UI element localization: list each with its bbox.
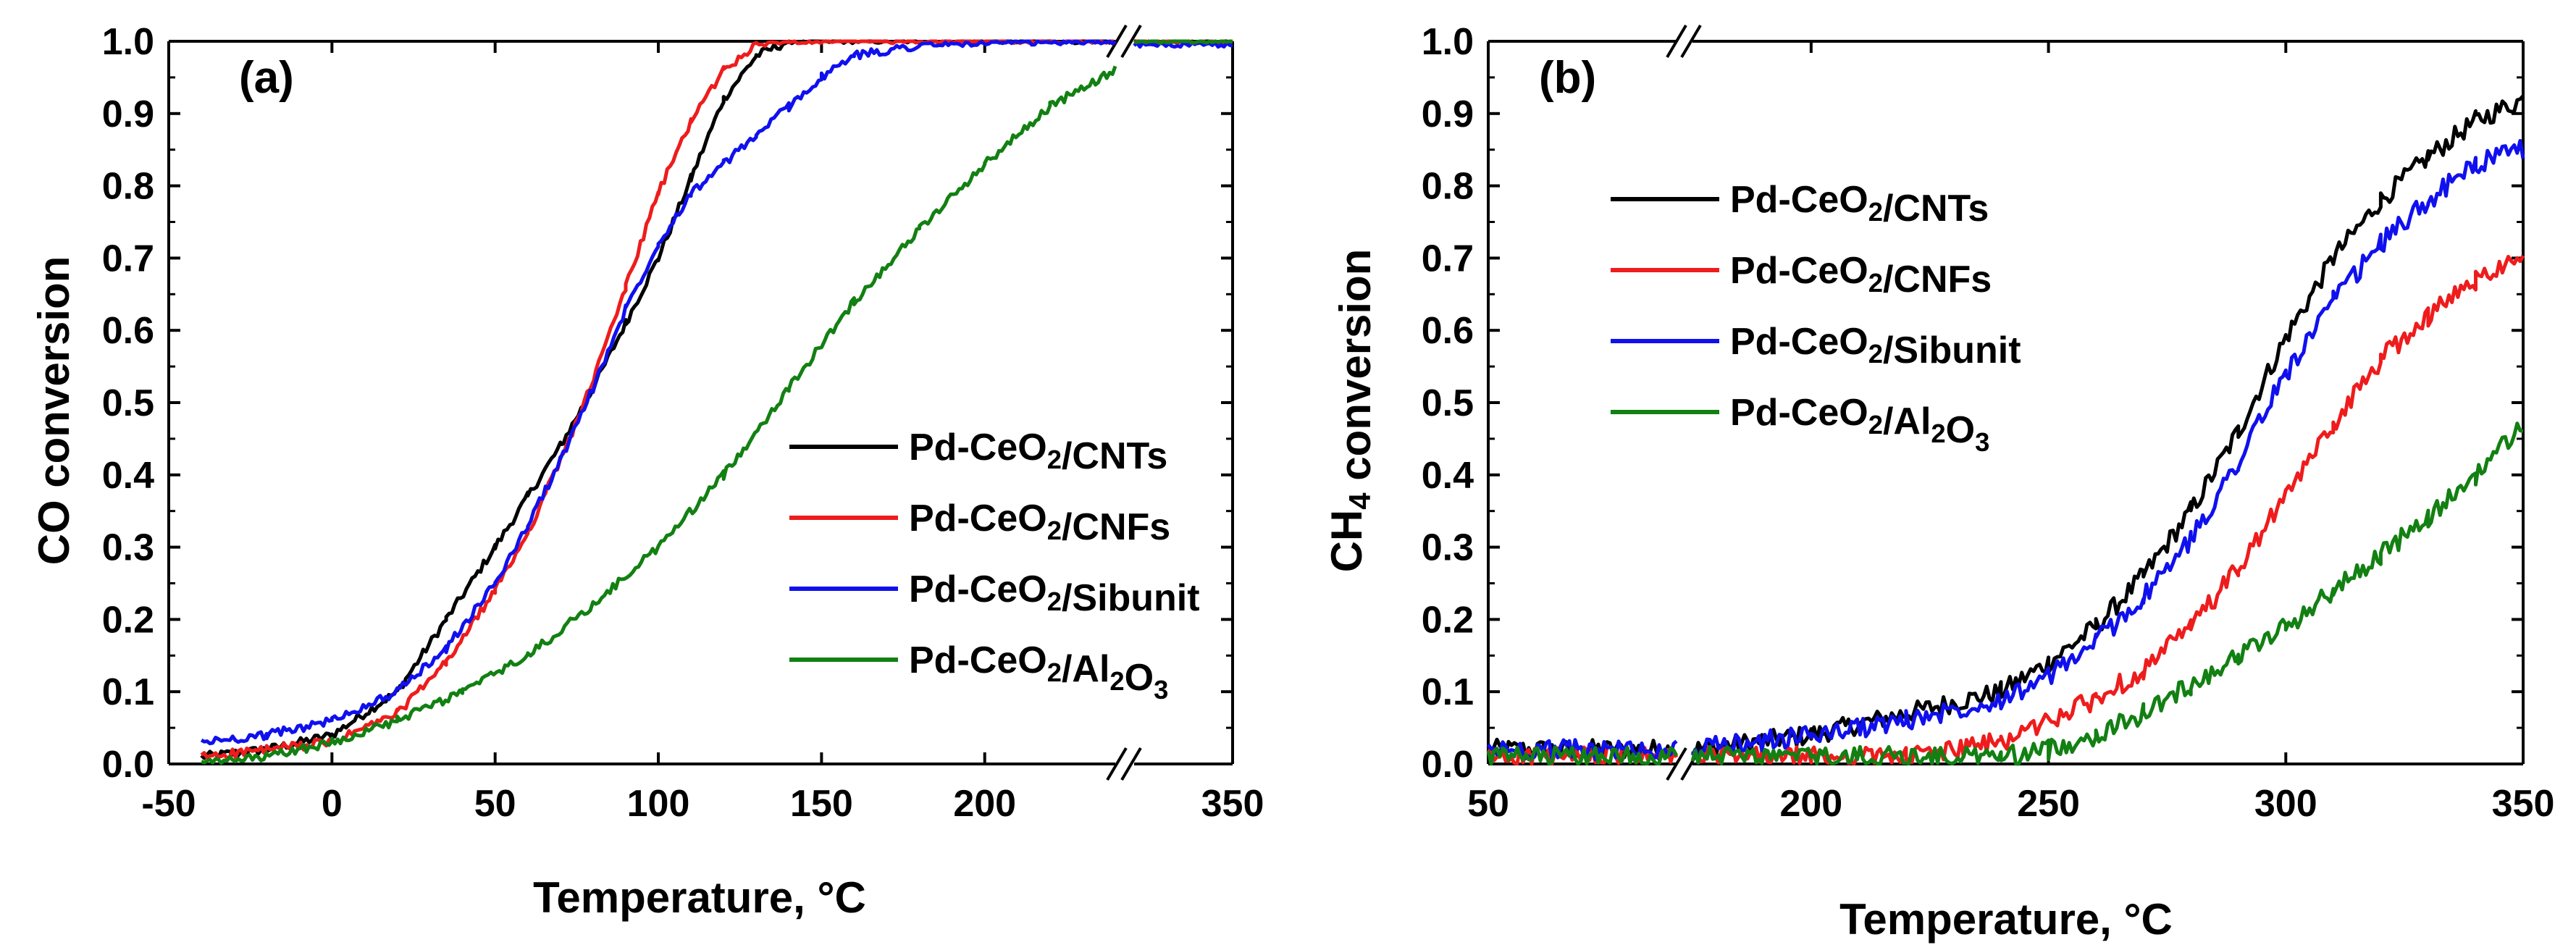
axis-break-mark <box>1680 24 1702 59</box>
panel-a-y-axis-label: CO conversion <box>30 256 78 566</box>
x-tick-label: -50 <box>141 783 196 825</box>
y-tick-label: 1.0 <box>102 21 154 63</box>
panel-b: (b) 0.0 0.1 0.2 0.3 0.4 0.5 0.6 0.7 0.8 0.9 1.0 50 2… <box>1322 21 2554 944</box>
legend-label: Pd-CeO2/Al2O3 <box>1730 392 1989 457</box>
legend-label: Pd-CeO2/Sibunit <box>909 568 1200 619</box>
y-tick-label: 0.8 <box>1422 166 1474 208</box>
y-tick-label: 0.7 <box>1422 238 1474 280</box>
y-tick-label: 0.5 <box>1422 382 1474 424</box>
legend-label: Pd-CeO2/Al2O3 <box>909 639 1168 705</box>
legend-label: Pd-CeO2/CNFs <box>1730 250 1992 301</box>
x-tick-label: 50 <box>474 783 516 825</box>
series-line <box>1486 421 2524 766</box>
panel-b-y-axis-label: CH4 conversion <box>1322 249 1380 573</box>
panel-a-x-axis-label: Temperature, °C <box>533 873 866 922</box>
axis-break-mark <box>1666 747 1687 781</box>
x-tick-label: 200 <box>953 783 1016 825</box>
x-tick-label: 50 <box>1467 783 1509 825</box>
y-tick-label: 0.0 <box>1422 744 1474 786</box>
x-tick-label: 350 <box>1201 783 1264 825</box>
panel-a-legend: Pd-CeO2/CNTs Pd-CeO2/CNFs Pd-CeO2/Sibunit P… <box>789 427 1200 705</box>
x-tick-label: 250 <box>2017 783 2080 825</box>
series-line <box>1486 138 2525 762</box>
y-tick-label: 0.7 <box>102 238 154 280</box>
panel-a-series <box>200 39 1233 765</box>
legend-label: Pd-CeO2/CNTs <box>1730 179 1989 230</box>
y-tick-label: 0.8 <box>102 166 154 208</box>
y-tick-label: 0.0 <box>102 744 154 786</box>
panel-b-label: (b) <box>1539 53 1596 103</box>
y-tick-label: 0.4 <box>1422 455 1474 497</box>
panel-a-label: (a) <box>239 53 294 103</box>
y-tick-label: 0.1 <box>1422 671 1474 713</box>
axis-break-mark <box>1106 24 1128 59</box>
series-line <box>201 39 1233 765</box>
axis-break-mark <box>1666 24 1687 59</box>
y-tick-label: 0.3 <box>1422 527 1474 569</box>
series-line <box>1486 94 2525 762</box>
x-tick-label: 300 <box>2254 783 2317 825</box>
y-tick-label: 0.2 <box>102 599 154 641</box>
panel-b-series <box>1486 94 2525 766</box>
y-tick-label: 1.0 <box>1422 21 1474 63</box>
legend-label: Pd-CeO2/CNFs <box>909 497 1170 548</box>
panel-b-legend: Pd-CeO2/CNTs Pd-CeO2/CNFs Pd-CeO2/Sibunit P… <box>1611 179 2021 457</box>
axis-break-mark <box>1120 747 1142 781</box>
y-tick-label: 0.2 <box>1422 599 1474 641</box>
y-tick-label: 0.6 <box>102 310 154 352</box>
axis-break-mark <box>1120 24 1142 59</box>
y-tick-label: 0.4 <box>102 455 154 497</box>
y-tick-label: 0.9 <box>1422 93 1474 135</box>
x-tick-label: 100 <box>627 783 690 825</box>
y-tick-label: 0.3 <box>102 527 154 569</box>
legend-label: Pd-CeO2/CNTs <box>909 427 1167 477</box>
panel-b-x-axis-label: Temperature, °C <box>1839 895 2173 944</box>
x-tick-label: 0 <box>322 783 343 825</box>
axis-break-mark <box>1106 747 1128 781</box>
panel-a-axes: 0.0 0.1 0.2 0.3 0.4 0.5 0.6 0.7 0.8 0.9 1.0 -50 0 50 1… <box>102 21 1264 825</box>
legend-label: Pd-CeO2/Sibunit <box>1730 321 2021 371</box>
y-tick-label: 0.5 <box>102 382 154 424</box>
panel-b-axes: 0.0 0.1 0.2 0.3 0.4 0.5 0.6 0.7 0.8 0.9 1.0 50 200 25… <box>1422 21 2555 825</box>
panel-a: (a) 0.0 0.1 0.2 0.3 0.4 0.5 0.6 0.7 0.8 0.9 1.0 -50… <box>30 21 1264 922</box>
x-tick-label: 150 <box>790 783 853 825</box>
y-tick-label: 0.6 <box>1422 310 1474 352</box>
series-line <box>200 39 1233 746</box>
x-tick-label: 350 <box>2492 783 2555 825</box>
x-tick-label: 200 <box>1779 783 1842 825</box>
y-tick-label: 0.9 <box>102 93 154 135</box>
y-tick-label: 0.1 <box>102 671 154 713</box>
